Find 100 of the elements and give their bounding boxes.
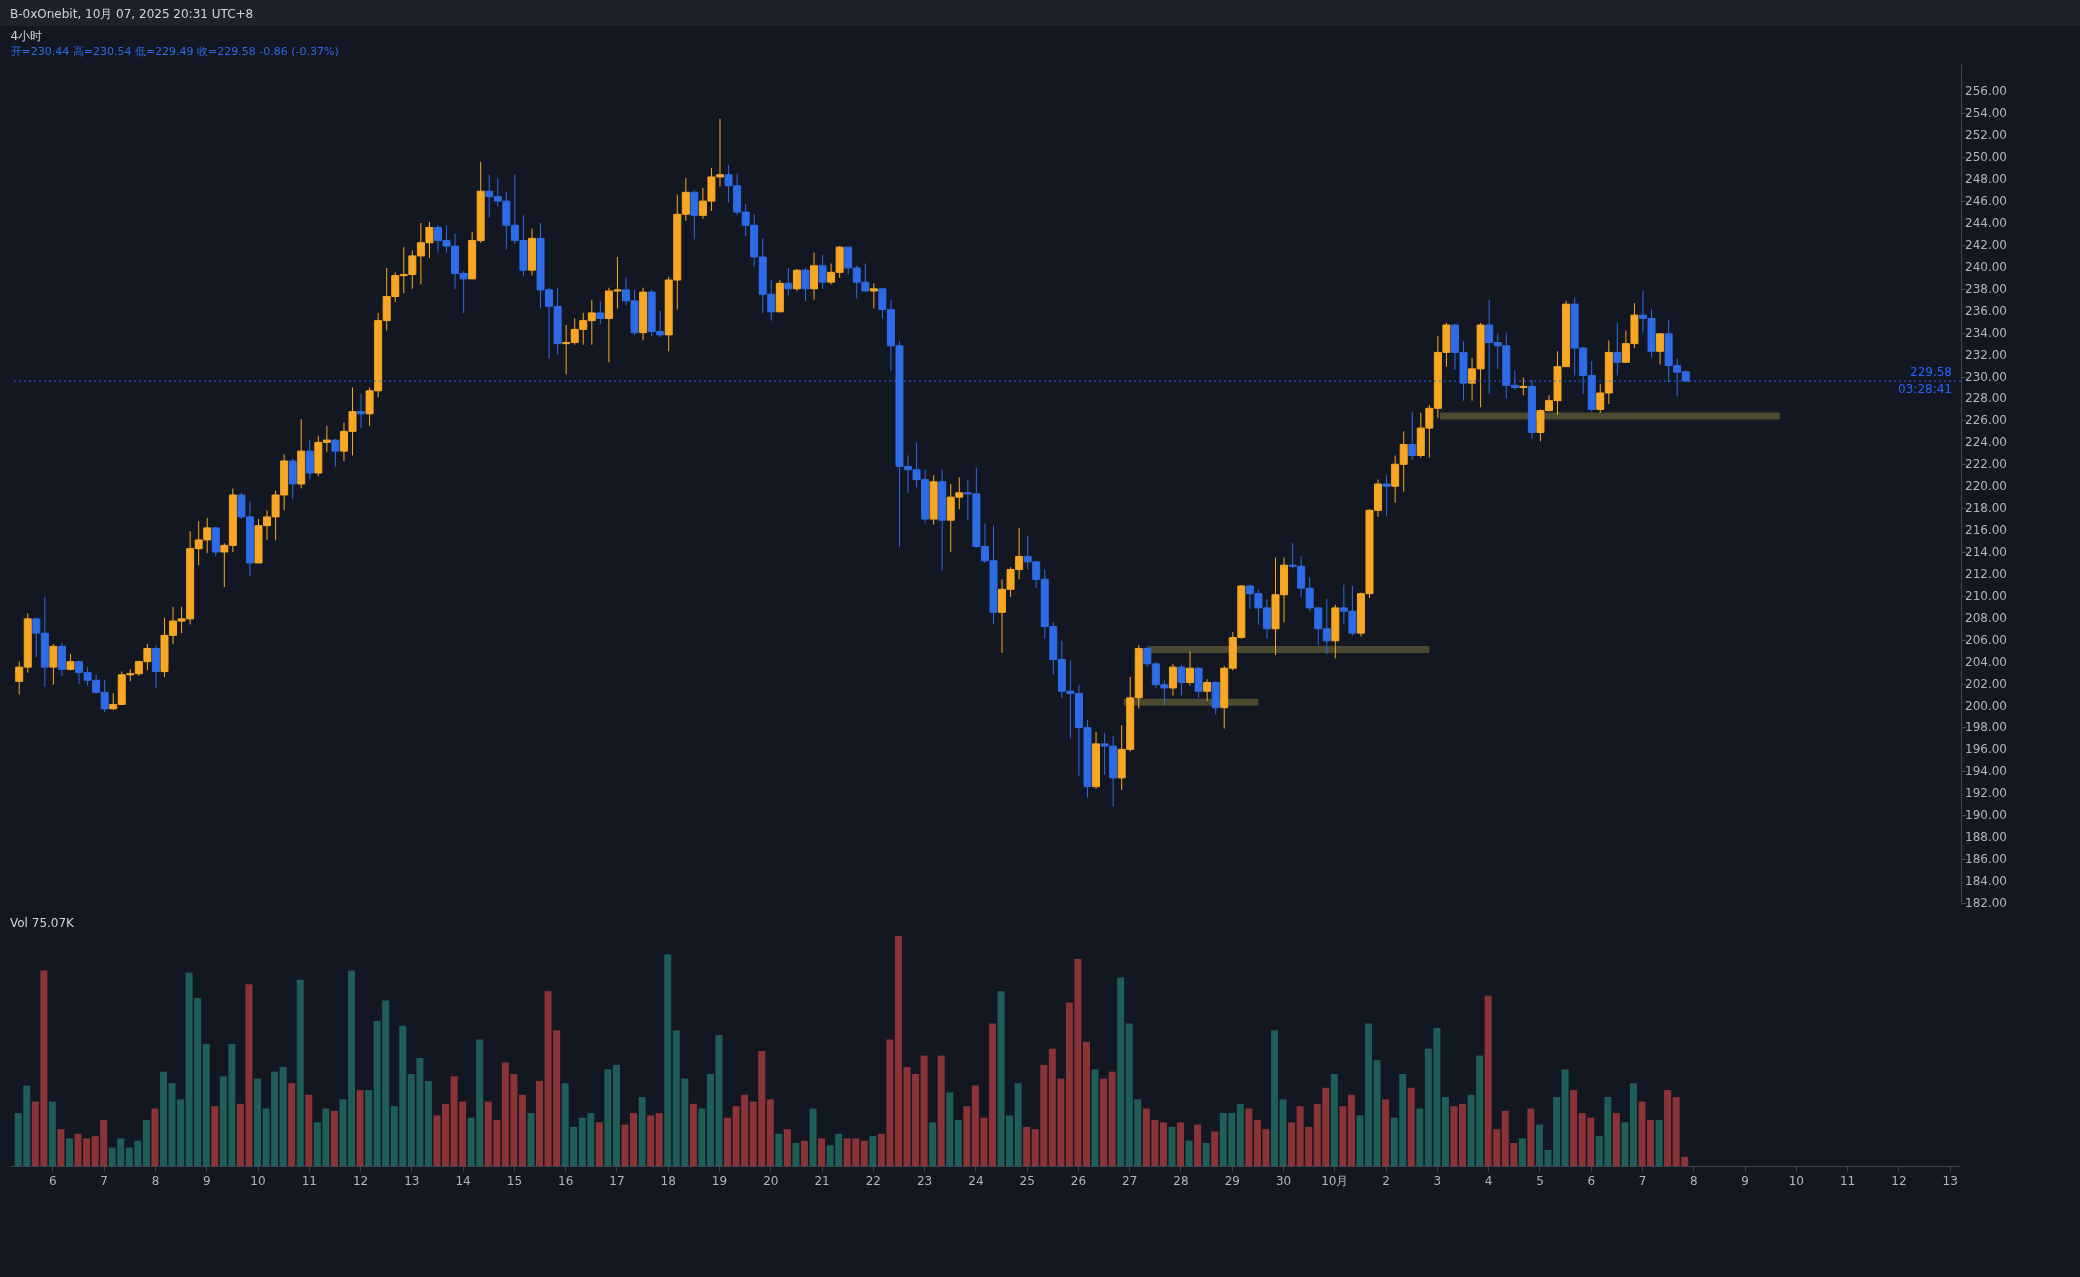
bar bbox=[783, 1129, 791, 1166]
chart-subtitle: 开=230.44 高=230.54 低=229.49 收=229.58 -0.86 (-0.37%) bbox=[10, 45, 339, 58]
text: B-0xOnebit, 10月 07, 2025 20:31 UTC+8 bbox=[0, 0, 2080, 26]
bar bbox=[766, 1099, 774, 1166]
y-tick-label: 208.00 bbox=[1965, 610, 2007, 625]
x-tick-label: 6 bbox=[1587, 1173, 1596, 1188]
bar bbox=[724, 1117, 732, 1166]
bar bbox=[946, 1092, 954, 1166]
bar bbox=[1647, 1120, 1655, 1166]
bar bbox=[442, 1103, 450, 1166]
bar bbox=[920, 1055, 928, 1166]
bar bbox=[937, 1055, 945, 1166]
y-tick-label: 192.00 bbox=[1965, 786, 2007, 801]
bar bbox=[638, 1097, 646, 1166]
candlestick bbox=[1203, 678, 1212, 702]
x-tick-label: 4 bbox=[1484, 1173, 1493, 1188]
x-tick-label: 16 bbox=[558, 1173, 574, 1188]
x-tick-label: 28 bbox=[1173, 1173, 1189, 1188]
bar bbox=[348, 970, 356, 1166]
bar bbox=[809, 1108, 817, 1166]
candlestick bbox=[1613, 322, 1622, 376]
y-tick-label: 194.00 bbox=[1965, 764, 2007, 779]
candlestick bbox=[288, 458, 297, 500]
bar bbox=[48, 1101, 56, 1166]
bar bbox=[630, 1113, 638, 1166]
bar bbox=[1339, 1106, 1347, 1166]
y-tick-label: 254.00 bbox=[1965, 106, 2007, 121]
bar bbox=[1365, 1023, 1373, 1166]
x-tick-label: 7 bbox=[100, 1173, 108, 1188]
bar bbox=[305, 1094, 313, 1166]
bar bbox=[1664, 1090, 1672, 1166]
bar bbox=[1100, 1078, 1108, 1166]
y-tick-label: 240.00 bbox=[1965, 259, 2007, 274]
y-tick-label: 224.00 bbox=[1965, 435, 2007, 450]
bar bbox=[1236, 1103, 1244, 1166]
y-tick-label: 242.00 bbox=[1965, 237, 2007, 252]
bar bbox=[296, 979, 304, 1166]
x-tick-label: 5 bbox=[1536, 1173, 1544, 1188]
x-tick-label: 29 bbox=[1224, 1173, 1240, 1188]
y-tick-label: 252.00 bbox=[1965, 128, 2007, 143]
bar bbox=[65, 1138, 73, 1166]
bar bbox=[1621, 1122, 1629, 1166]
bar bbox=[1347, 1094, 1355, 1166]
bar bbox=[254, 1078, 261, 1166]
bar bbox=[1330, 1074, 1338, 1166]
candlestick bbox=[151, 644, 160, 689]
bar bbox=[1245, 1108, 1253, 1166]
candlestick bbox=[596, 300, 605, 325]
bar bbox=[288, 1083, 296, 1166]
y-tick-label: 226.00 bbox=[1965, 413, 2007, 428]
y-tick-label: 218.00 bbox=[1965, 501, 2007, 516]
bar bbox=[279, 1067, 287, 1166]
x-tick-label: 17 bbox=[609, 1173, 625, 1188]
bar bbox=[1416, 1108, 1424, 1166]
bar bbox=[1518, 1138, 1526, 1166]
bar bbox=[1211, 1131, 1219, 1166]
bar bbox=[1612, 1113, 1620, 1166]
bar bbox=[330, 1110, 338, 1166]
bar bbox=[1108, 1071, 1116, 1166]
x-tick-label: 13 bbox=[404, 1173, 420, 1188]
candlestick bbox=[801, 267, 810, 302]
bar bbox=[1082, 1041, 1090, 1166]
y-tick-label: 214.00 bbox=[1965, 544, 2007, 559]
bar bbox=[647, 1115, 655, 1166]
bar bbox=[1570, 1090, 1578, 1166]
candlestick bbox=[869, 282, 878, 310]
x-tick-label: 13 bbox=[1942, 1173, 1958, 1188]
candlestick bbox=[792, 268, 801, 292]
bar bbox=[1194, 1124, 1202, 1166]
x-tick-label: 18 bbox=[660, 1173, 676, 1188]
bar bbox=[894, 936, 902, 1166]
x-tick-label: 25 bbox=[1019, 1173, 1035, 1188]
bar bbox=[963, 1106, 971, 1166]
bar bbox=[1117, 977, 1125, 1166]
bar bbox=[604, 1069, 612, 1166]
x-tick-label: 8 bbox=[1689, 1173, 1698, 1188]
x-tick-label: 24 bbox=[968, 1173, 984, 1188]
bar bbox=[792, 1143, 800, 1166]
bar bbox=[1168, 1126, 1176, 1166]
candlestick bbox=[57, 642, 66, 677]
x-tick-label: 26 bbox=[1070, 1173, 1087, 1188]
bar bbox=[1091, 1069, 1099, 1166]
annotation: 03:28:41 bbox=[1898, 382, 1952, 397]
y-tick-label: 200.00 bbox=[1965, 698, 2007, 713]
candlestick bbox=[1194, 666, 1203, 699]
bar bbox=[1527, 1108, 1535, 1166]
x-tick-label: 9 bbox=[1741, 1173, 1749, 1188]
y-tick-label: 228.00 bbox=[1965, 391, 2007, 406]
candlestick bbox=[49, 643, 58, 686]
bar bbox=[1638, 1101, 1646, 1166]
y-tick-label: 216.00 bbox=[1965, 523, 2007, 538]
y-tick-label: 206.00 bbox=[1965, 632, 2007, 647]
x-tick-label: 20 bbox=[763, 1173, 779, 1188]
bar bbox=[433, 1115, 441, 1166]
y-tick-label: 184.00 bbox=[1965, 873, 2007, 888]
x-tick-label: 23 bbox=[916, 1173, 933, 1188]
x-tick-label: 22 bbox=[865, 1173, 881, 1188]
candlestick bbox=[1186, 651, 1195, 687]
y-tick-label: 238.00 bbox=[1965, 281, 2007, 296]
x-tick-label: 21 bbox=[814, 1173, 830, 1188]
